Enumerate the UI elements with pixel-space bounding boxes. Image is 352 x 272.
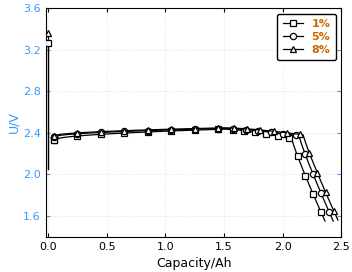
Y-axis label: U/V: U/V [7,112,20,133]
X-axis label: Capacity/Ah: Capacity/Ah [156,257,231,270]
Legend: 1%, 5%, 8%: 1%, 5%, 8% [277,14,336,60]
